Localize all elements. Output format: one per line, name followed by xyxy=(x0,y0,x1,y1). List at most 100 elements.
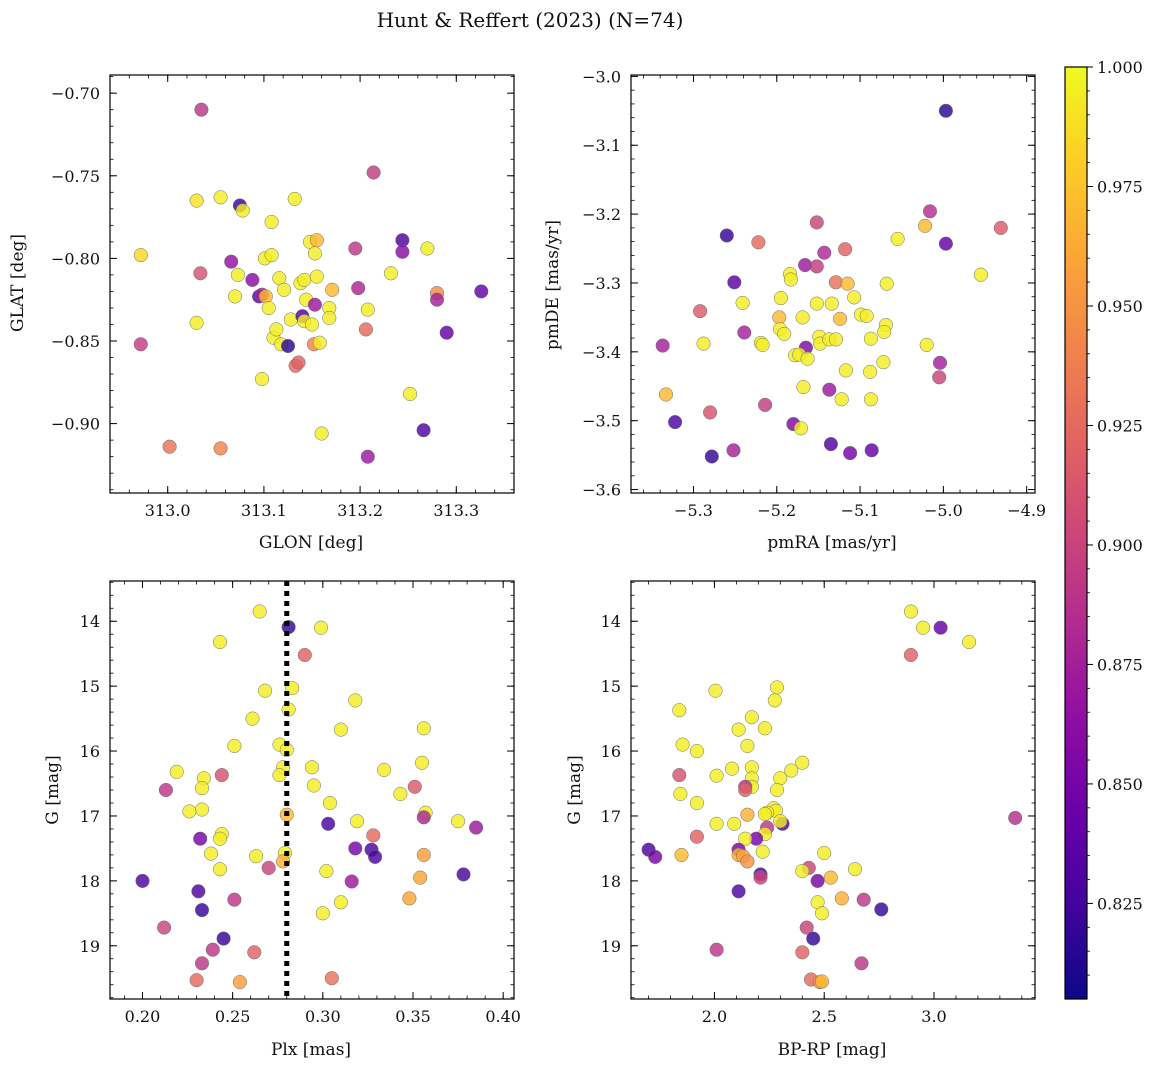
data-point xyxy=(740,854,755,869)
data-point xyxy=(314,426,329,441)
colorbar-tick-label: 0.950 xyxy=(1097,297,1143,316)
data-point xyxy=(194,903,210,918)
data-point xyxy=(962,634,977,650)
data-point xyxy=(917,218,933,233)
data-point xyxy=(757,721,772,736)
x-tick-label: 0.20 xyxy=(125,1007,161,1026)
data-point xyxy=(674,847,689,862)
data-point xyxy=(655,338,670,353)
data-point xyxy=(824,296,839,311)
data-point xyxy=(194,781,210,796)
axes-frame xyxy=(109,74,515,494)
data-point xyxy=(877,324,892,339)
data-point xyxy=(1008,810,1023,825)
y-tick-label: 17 xyxy=(80,807,100,826)
x-tick-label: 2.5 xyxy=(811,1007,836,1026)
data-point xyxy=(358,322,373,337)
data-point xyxy=(413,870,428,885)
data-point xyxy=(993,220,1008,235)
data-point xyxy=(261,860,276,875)
data-point xyxy=(377,762,392,777)
data-point xyxy=(744,710,759,725)
data-point xyxy=(767,693,782,708)
data-point xyxy=(864,443,879,458)
xlabel: BP-RP [mag] xyxy=(778,1040,887,1060)
axes-frame xyxy=(630,74,1036,494)
data-point xyxy=(232,975,247,990)
data-point xyxy=(348,693,363,708)
data-point xyxy=(658,387,674,402)
x-tick-label: 0.35 xyxy=(395,1007,431,1026)
data-point xyxy=(348,841,363,856)
data-point xyxy=(235,203,250,218)
data-point xyxy=(344,874,359,889)
data-point xyxy=(247,945,262,960)
data-point xyxy=(325,282,340,297)
y-tick-label: −3.6 xyxy=(582,481,621,500)
data-point xyxy=(727,275,742,290)
data-point xyxy=(668,415,683,430)
y-tick-label: 14 xyxy=(80,612,100,631)
data-point xyxy=(922,204,938,219)
data-point xyxy=(806,931,821,946)
data-point xyxy=(416,810,431,825)
data-point xyxy=(740,738,755,753)
data-point xyxy=(194,956,210,971)
data-point xyxy=(245,711,260,726)
data-point xyxy=(304,317,320,332)
data-point xyxy=(795,310,810,325)
y-tick-label: 16 xyxy=(80,742,100,761)
data-point xyxy=(938,236,953,251)
data-point xyxy=(383,266,398,281)
data-point xyxy=(474,284,489,299)
data-point xyxy=(823,437,838,452)
y-tick-label: −3.2 xyxy=(582,205,621,224)
data-point xyxy=(261,300,276,316)
data-point xyxy=(809,259,824,274)
data-point xyxy=(227,738,242,753)
data-point xyxy=(194,802,210,817)
data-point xyxy=(393,786,408,801)
data-point xyxy=(863,364,878,379)
data-point xyxy=(212,862,228,877)
x-tick-label: −5.0 xyxy=(924,501,963,520)
data-point xyxy=(933,620,948,635)
data-point xyxy=(297,647,312,663)
data-point xyxy=(932,355,948,370)
x-tick-label: −5.3 xyxy=(674,501,713,520)
data-point xyxy=(312,335,327,350)
y-tick-label: 19 xyxy=(80,937,100,956)
x-tick-label: 313.3 xyxy=(433,501,479,520)
data-point xyxy=(755,337,770,352)
data-point xyxy=(689,795,704,811)
data-point xyxy=(315,906,330,921)
data-point xyxy=(264,214,279,230)
data-point xyxy=(249,849,264,864)
y-tick-label: 15 xyxy=(601,677,621,696)
data-point xyxy=(696,336,711,351)
data-point xyxy=(726,443,741,458)
x-tick-label: −5.2 xyxy=(757,501,796,520)
y-tick-label: −0.70 xyxy=(51,84,100,103)
data-point xyxy=(859,308,874,324)
data-point xyxy=(297,272,312,287)
data-point xyxy=(360,449,375,464)
data-point xyxy=(856,892,871,907)
data-point xyxy=(216,931,231,946)
x-tick-label: −5.1 xyxy=(841,501,880,520)
data-point xyxy=(795,945,810,960)
data-point xyxy=(863,392,878,407)
data-point xyxy=(304,760,320,775)
data-point xyxy=(703,405,718,420)
x-tick-label: 0.30 xyxy=(305,1007,341,1026)
data-point xyxy=(693,304,708,319)
data-point xyxy=(672,703,687,718)
data-point xyxy=(854,956,869,971)
data-point xyxy=(191,884,206,899)
data-point xyxy=(648,849,663,864)
data-point xyxy=(675,737,690,752)
data-point xyxy=(737,325,752,340)
data-point xyxy=(429,292,445,307)
data-point xyxy=(903,647,918,663)
